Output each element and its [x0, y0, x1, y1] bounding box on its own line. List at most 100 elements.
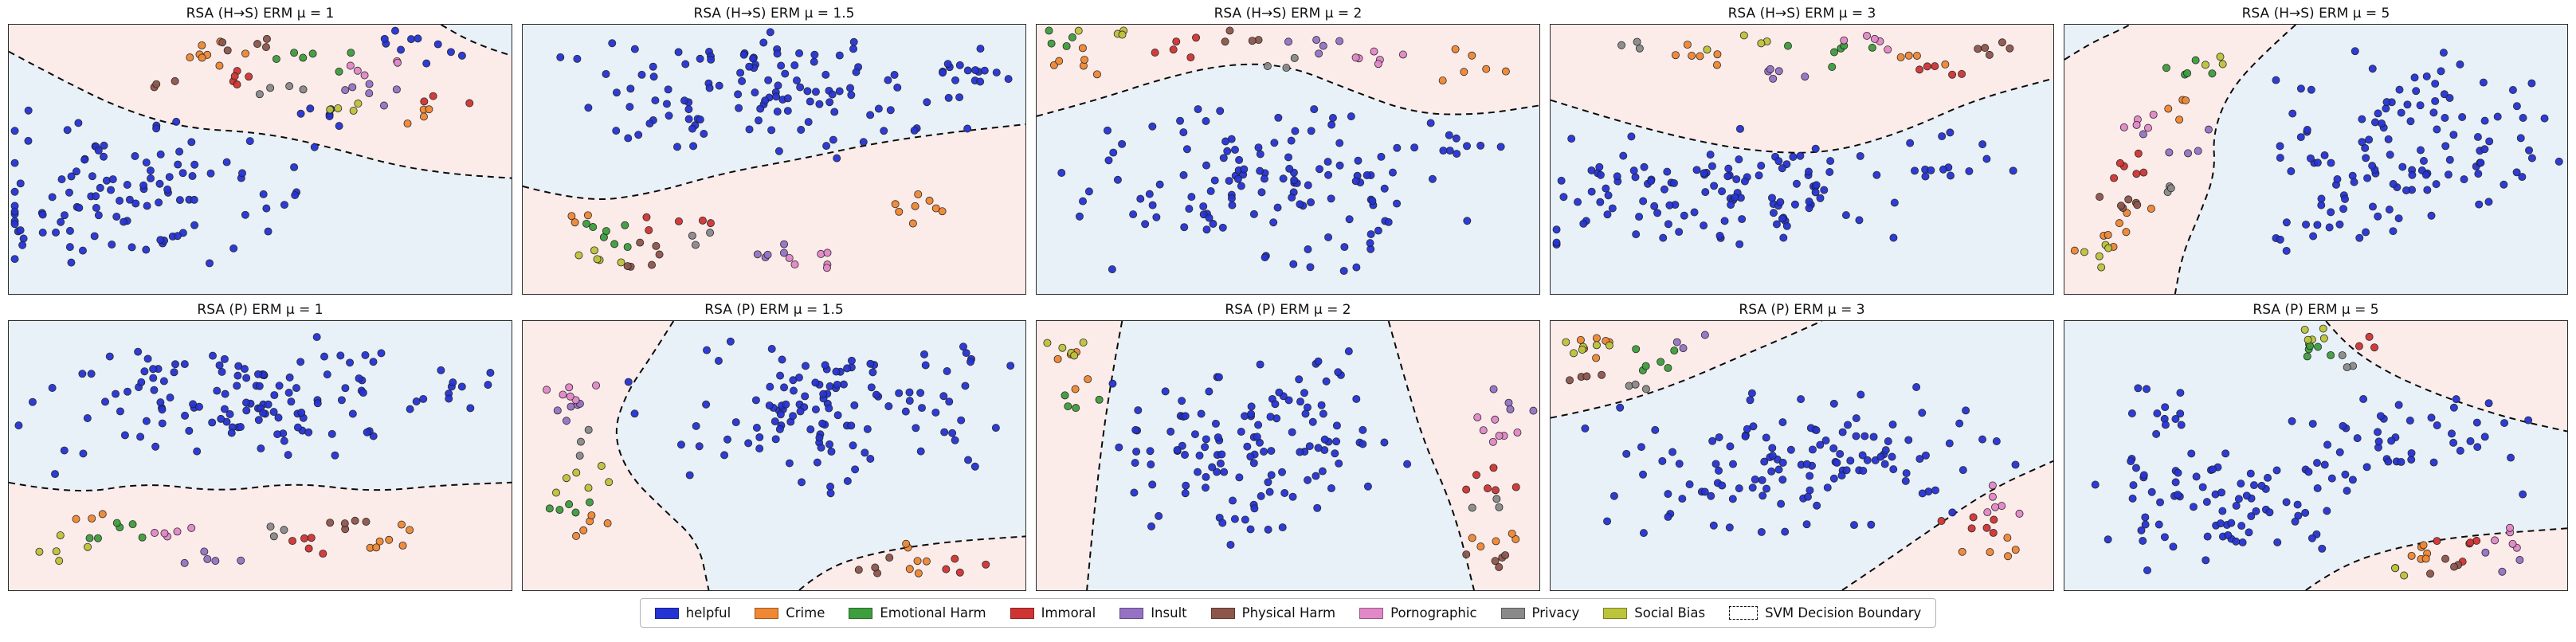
data-point-insult — [1672, 338, 1681, 346]
data-point-helpful — [1274, 113, 1283, 122]
data-point-helpful — [2445, 93, 2454, 102]
data-point-helpful — [1735, 484, 1743, 493]
data-point-crime — [1501, 67, 1510, 76]
data-point-helpful — [2257, 481, 2266, 490]
data-point-helpful — [2480, 145, 2489, 154]
data-point-crime — [2182, 96, 2190, 105]
data-point-helpful — [359, 389, 367, 397]
data-point-social-bias — [2080, 248, 2088, 256]
data-point-physical-harm — [2426, 570, 2434, 578]
data-point-social-bias — [1074, 26, 1083, 35]
data-point-privacy — [1631, 380, 1640, 389]
data-point-helpful — [684, 105, 693, 114]
svm-decision-boundary — [2325, 321, 2567, 433]
data-point-helpful — [859, 138, 868, 147]
data-point-helpful — [323, 370, 331, 379]
data-point-immoral — [955, 568, 964, 577]
data-point-helpful — [2009, 166, 2017, 175]
data-point-helpful — [1820, 186, 1829, 194]
scatter-plot — [2064, 320, 2568, 591]
data-point-helpful — [1202, 483, 1210, 492]
data-point-helpful — [1426, 119, 1435, 127]
data-point-helpful — [1216, 107, 1225, 115]
data-point-helpful — [826, 482, 835, 491]
data-point-helpful — [2395, 85, 2404, 94]
data-point-helpful — [1006, 362, 1015, 370]
data-point-helpful — [406, 405, 414, 413]
data-point-helpful — [1403, 460, 1412, 468]
data-point-helpful — [220, 354, 229, 363]
data-point-helpful — [1852, 432, 1860, 440]
data-point-helpful — [227, 429, 236, 437]
data-point-helpful — [1190, 430, 1199, 439]
data-point-helpful — [843, 476, 852, 485]
data-point-helpful — [1181, 412, 1190, 421]
svm-decision-boundary — [2305, 527, 2567, 590]
data-point-insult — [1504, 398, 1513, 407]
data-point-insult — [1679, 344, 1688, 353]
data-point-helpful — [1792, 179, 1801, 188]
data-point-social-bias — [2391, 564, 2400, 573]
data-point-helpful — [833, 154, 841, 162]
data-point-helpful — [1166, 427, 1175, 436]
svm-decision-boundary — [1551, 77, 2053, 154]
data-point-helpful — [2323, 507, 2331, 515]
data-point-helpful — [131, 199, 140, 208]
data-point-helpful — [2456, 60, 2464, 69]
data-point-privacy — [2166, 184, 2175, 193]
data-point-helpful — [2527, 154, 2536, 162]
data-point-helpful — [92, 192, 100, 201]
data-point-helpful — [1708, 162, 1716, 170]
data-point-social-bias — [2218, 60, 2227, 69]
data-point-helpful — [1380, 184, 1389, 193]
data-point-physical-harm — [2096, 193, 2104, 202]
data-point-helpful — [2246, 469, 2255, 478]
data-point-helpful — [1616, 403, 1625, 412]
legend-item-insult: Insult — [1119, 605, 1187, 620]
data-point-helpful — [1351, 177, 1360, 186]
data-point-helpful — [1595, 162, 1604, 171]
points-layer — [2070, 47, 2563, 272]
data-point-helpful — [2293, 500, 2302, 509]
data-point-crime — [1071, 385, 1080, 393]
data-point-helpful — [2264, 473, 2272, 482]
data-point-immoral — [1172, 37, 1181, 46]
data-point-helpful — [1314, 444, 1323, 452]
data-point-helpful — [1084, 187, 1093, 196]
data-point-helpful — [2169, 542, 2178, 551]
data-point-helpful — [1235, 155, 1244, 164]
data-point-helpful — [233, 371, 242, 380]
data-point-helpful — [2187, 449, 2196, 458]
data-point-helpful — [852, 68, 861, 76]
data-point-helpful — [1216, 459, 1225, 468]
data-point-physical-harm — [2124, 195, 2133, 204]
data-point-pornographic — [1983, 508, 1992, 517]
data-point-helpful — [2407, 448, 2416, 457]
data-point-helpful — [785, 459, 794, 468]
data-point-helpful — [2011, 460, 2020, 469]
data-point-helpful — [1301, 409, 1310, 418]
data-point-crime — [2104, 230, 2112, 239]
data-point-helpful — [2313, 459, 2321, 468]
data-point-helpful — [2335, 220, 2344, 229]
data-point-helpful — [2327, 474, 2336, 483]
data-point-helpful — [1310, 105, 1319, 114]
data-point-helpful — [676, 440, 685, 449]
data-point-emotional-harm — [272, 55, 280, 64]
data-point-immoral — [2370, 343, 2379, 352]
data-point-helpful — [1304, 181, 1312, 190]
data-point-immoral — [1958, 69, 1966, 78]
data-point-social-bias — [84, 542, 92, 551]
data-point-helpful — [1363, 482, 1372, 491]
data-point-helpful — [1295, 375, 1304, 384]
data-point-helpful — [2474, 170, 2483, 178]
data-point-social-bias — [55, 557, 64, 566]
data-point-helpful — [2202, 498, 2211, 507]
data-point-helpful — [1115, 443, 1123, 452]
data-point-crime — [406, 526, 414, 534]
data-point-helpful — [242, 398, 250, 407]
data-point-helpful — [1393, 143, 1402, 152]
data-point-helpful — [1285, 164, 1294, 173]
data-point-helpful — [327, 429, 336, 438]
data-point-helpful — [2397, 457, 2405, 466]
